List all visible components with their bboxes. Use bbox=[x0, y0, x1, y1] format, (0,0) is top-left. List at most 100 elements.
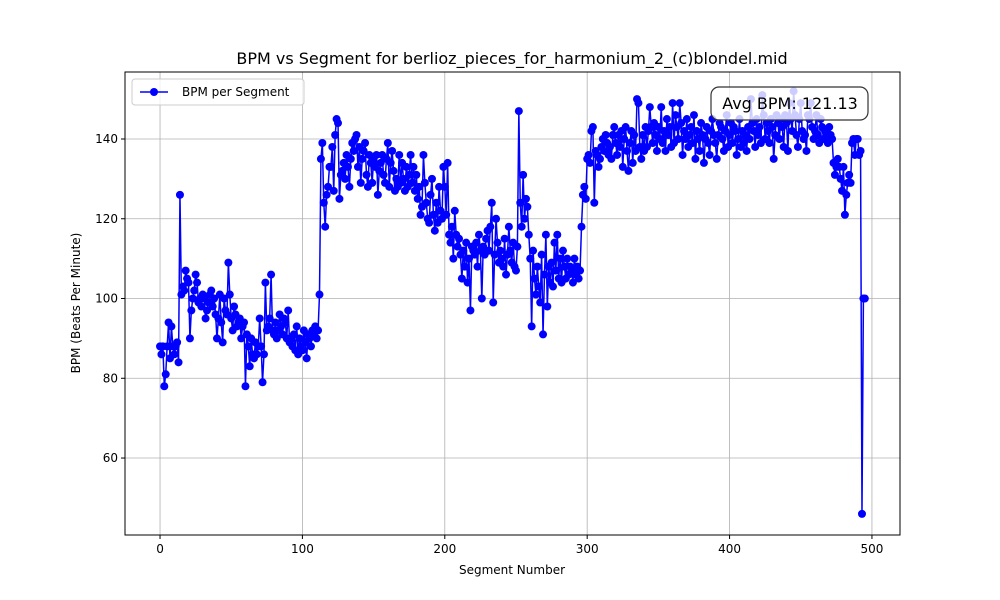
data-point bbox=[261, 278, 270, 287]
data-point bbox=[704, 138, 713, 147]
data-point bbox=[175, 190, 184, 199]
data-point bbox=[574, 274, 583, 283]
data-point bbox=[504, 222, 513, 231]
data-point bbox=[319, 198, 328, 207]
data-point bbox=[399, 174, 408, 183]
data-point bbox=[352, 131, 361, 140]
data-point bbox=[244, 342, 253, 351]
data-point bbox=[551, 266, 560, 275]
data-point bbox=[218, 338, 227, 347]
data-point bbox=[329, 186, 338, 195]
data-point bbox=[180, 286, 189, 295]
data-point bbox=[353, 162, 362, 171]
data-point bbox=[295, 334, 304, 343]
data-point bbox=[361, 138, 370, 147]
data-point bbox=[395, 150, 404, 159]
data-point bbox=[443, 158, 452, 167]
data-point bbox=[537, 250, 546, 259]
data-point bbox=[549, 282, 558, 291]
data-point bbox=[429, 210, 438, 219]
data-point bbox=[373, 190, 382, 199]
data-point bbox=[490, 250, 499, 259]
data-point bbox=[187, 306, 196, 315]
data-point bbox=[526, 254, 535, 263]
data-point bbox=[487, 198, 496, 207]
data-point bbox=[682, 115, 691, 124]
axes: 0 100 200 300 400 500 60 80 100 120 140 bbox=[95, 132, 883, 556]
data-point bbox=[769, 154, 778, 163]
data-point bbox=[203, 306, 212, 315]
data-point bbox=[570, 254, 579, 263]
data-point bbox=[754, 131, 763, 140]
data-point bbox=[237, 334, 246, 343]
data-point bbox=[259, 350, 268, 359]
data-point bbox=[486, 222, 495, 231]
data-point bbox=[792, 131, 801, 140]
data-point bbox=[349, 146, 358, 155]
x-tick-label: 200 bbox=[433, 542, 456, 556]
data-point bbox=[318, 138, 327, 147]
data-point bbox=[184, 278, 193, 287]
data-point bbox=[408, 178, 417, 187]
data-point bbox=[170, 350, 179, 359]
data-point bbox=[430, 226, 439, 235]
data-point bbox=[638, 131, 647, 140]
data-point bbox=[492, 214, 501, 223]
data-point bbox=[563, 254, 572, 263]
data-point bbox=[265, 314, 274, 323]
data-point bbox=[389, 166, 398, 175]
y-axis-label: BPM (Beats Per Minute) bbox=[69, 233, 83, 374]
data-point bbox=[648, 138, 657, 147]
data-point bbox=[356, 178, 365, 187]
data-point bbox=[457, 274, 466, 283]
annotation-text: Avg BPM: 121.13 bbox=[722, 94, 858, 113]
data-point bbox=[517, 222, 526, 231]
data-point bbox=[527, 322, 536, 331]
data-point bbox=[359, 146, 368, 155]
data-point bbox=[765, 138, 774, 147]
data-point bbox=[406, 150, 415, 159]
data-point bbox=[846, 178, 855, 187]
data-point bbox=[426, 190, 435, 199]
data-point bbox=[775, 134, 784, 143]
data-point bbox=[793, 142, 802, 151]
y-tick-label: 120 bbox=[95, 212, 118, 226]
data-point bbox=[331, 131, 340, 140]
data-point bbox=[386, 158, 395, 167]
data-point bbox=[230, 302, 239, 311]
data-point bbox=[594, 162, 603, 171]
data-point bbox=[312, 334, 321, 343]
data-point bbox=[181, 266, 190, 275]
data-point bbox=[306, 342, 315, 351]
data-point bbox=[489, 298, 498, 307]
data-point bbox=[634, 99, 643, 108]
data-point bbox=[462, 238, 471, 247]
data-point bbox=[445, 230, 454, 239]
data-point bbox=[825, 123, 834, 132]
data-point bbox=[252, 350, 261, 359]
data-point bbox=[613, 150, 622, 159]
data-point bbox=[267, 270, 276, 279]
data-point bbox=[711, 138, 720, 147]
data-point bbox=[536, 298, 545, 307]
data-point bbox=[193, 278, 202, 287]
data-point bbox=[376, 158, 385, 167]
data-point bbox=[645, 103, 654, 112]
data-point bbox=[830, 170, 839, 179]
x-tick-label: 100 bbox=[291, 542, 314, 556]
legend-box bbox=[131, 78, 305, 106]
data-point bbox=[687, 123, 696, 132]
data-point bbox=[664, 131, 673, 140]
data-point bbox=[324, 182, 333, 191]
data-point bbox=[440, 182, 449, 191]
data-point bbox=[442, 210, 451, 219]
data-point bbox=[372, 150, 381, 159]
data-point bbox=[513, 242, 522, 251]
data-point bbox=[840, 210, 849, 219]
data-point bbox=[828, 134, 837, 143]
data-point bbox=[541, 230, 550, 239]
data-point bbox=[459, 246, 468, 255]
y-tick-label: 140 bbox=[95, 132, 118, 146]
data-point bbox=[499, 262, 508, 271]
legend-label: BPM per Segment bbox=[182, 85, 290, 99]
